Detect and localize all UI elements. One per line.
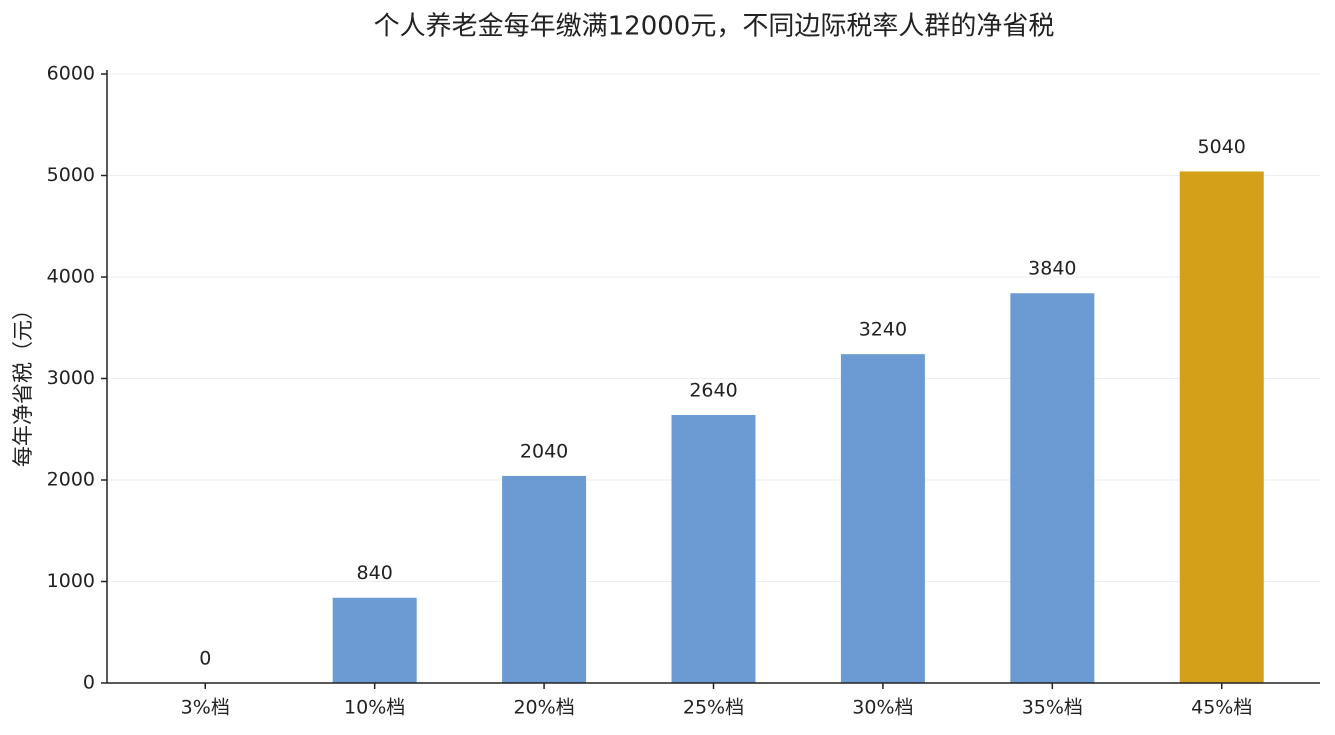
y-tick-label: 3000	[47, 367, 95, 389]
value-label: 3240	[859, 319, 907, 341]
value-label: 0	[199, 648, 211, 670]
y-tick-label: 4000	[47, 266, 95, 288]
bar	[502, 475, 587, 683]
value-label: 2640	[689, 380, 737, 402]
bar	[840, 354, 925, 683]
value-label: 5040	[1198, 136, 1246, 158]
bar	[332, 597, 417, 683]
y-tick-label: 6000	[47, 63, 95, 85]
x-tick-label: 10%档	[344, 697, 405, 719]
y-tick-label: 1000	[47, 570, 95, 592]
x-tick-label: 3%档	[181, 697, 230, 719]
x-tick-label: 45%档	[1191, 697, 1252, 719]
y-axis-label: 每年净省税（元）	[11, 299, 35, 467]
bar	[671, 415, 756, 683]
x-tick-label: 30%档	[852, 697, 913, 719]
bar	[1010, 293, 1095, 683]
value-label: 840	[357, 562, 393, 584]
chart-title: 个人养老金每年缴满12000元，不同边际税率人群的净省税	[374, 12, 1055, 42]
value-label: 3840	[1028, 258, 1076, 280]
y-tick-label: 5000	[47, 164, 95, 186]
x-tick-label: 20%档	[513, 697, 574, 719]
x-tick-label: 35%档	[1022, 697, 1083, 719]
bar	[1179, 171, 1264, 683]
y-tick-label: 0	[83, 672, 95, 694]
x-tick-label: 25%档	[683, 697, 744, 719]
y-tick-label: 2000	[47, 469, 95, 491]
value-label: 2040	[520, 440, 568, 462]
